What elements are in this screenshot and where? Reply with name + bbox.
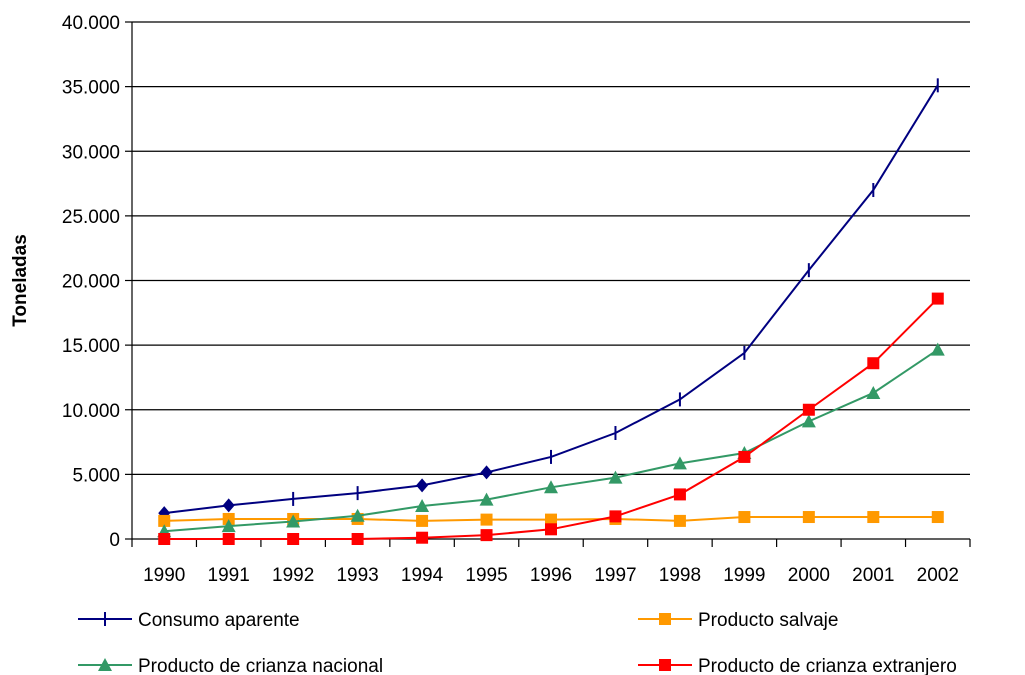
data-point	[158, 533, 171, 545]
gridlines	[132, 21, 970, 475]
data-point	[802, 511, 815, 524]
x-tick-label: 1996	[530, 565, 572, 586]
data-point	[672, 456, 687, 470]
x-axis-ticks: 1990 1991 1992 1993 1994 1995 1996 1997 1998 1999…	[131, 539, 971, 586]
series-line	[164, 84, 939, 515]
y-tick-label: 15.000	[62, 336, 120, 357]
data-point	[931, 511, 944, 524]
data-point	[545, 513, 557, 526]
data-point	[287, 533, 300, 545]
legend-label: Producto salvaje	[698, 610, 838, 631]
legend-item-1: Consumo aparente	[78, 610, 300, 631]
data-point	[416, 531, 429, 544]
y-tick-label: 5.000	[72, 465, 120, 486]
x-tick-label: 1998	[659, 565, 701, 586]
data-point	[801, 414, 816, 428]
data-point	[98, 658, 112, 671]
y-tick-label: 10.000	[62, 401, 120, 422]
x-tick-label: 2002	[917, 565, 959, 586]
data-point	[415, 499, 430, 513]
data-point	[544, 480, 558, 494]
data-point	[673, 514, 686, 527]
x-tick-label: 1997	[594, 565, 636, 586]
series-1	[158, 78, 939, 521]
data-point	[221, 519, 236, 533]
series-4	[158, 292, 944, 545]
y-tick-label: 0	[109, 530, 120, 551]
data-point	[867, 357, 880, 370]
data-point	[545, 523, 557, 536]
x-tick-label: 1992	[272, 565, 314, 586]
legend-item-3: Producto de crianza nacional	[78, 656, 383, 675]
x-tick-label: 1994	[401, 565, 444, 586]
data-point	[480, 513, 493, 526]
y-tick-label: 40.000	[62, 13, 120, 34]
data-point	[222, 533, 235, 545]
x-tick-label: 1991	[208, 565, 250, 586]
legend-label: Producto de crianza extranjero	[698, 656, 957, 675]
data-point	[673, 488, 686, 501]
data-point	[222, 512, 235, 525]
x-tick-label: 2001	[852, 565, 894, 586]
y-tick-label: 35.000	[62, 78, 120, 99]
x-tick-label: 1990	[143, 565, 185, 586]
legend-item-4: Producto de crianza extranjero	[638, 656, 957, 675]
data-point	[659, 613, 671, 625]
data-point	[867, 511, 880, 524]
data-point	[738, 450, 751, 463]
data-point	[480, 465, 493, 480]
series-line	[164, 348, 939, 533]
data-point	[866, 385, 881, 399]
legend: Consumo aparente Producto salvaje Producto…	[78, 610, 957, 675]
legend-label: Producto de crianza nacional	[138, 656, 383, 675]
data-point	[802, 403, 815, 416]
series-3	[157, 342, 945, 538]
data-point	[659, 659, 671, 671]
y-axis-ticks: 0 5.000 10.000 15.000 20.000 25.000 30.000 35.0…	[62, 13, 132, 551]
x-tick-label: 1999	[723, 565, 765, 586]
x-tick-label: 1995	[465, 565, 507, 586]
data-point	[158, 514, 171, 527]
y-axis-label: Toneladas	[10, 234, 31, 327]
y-tick-label: 30.000	[62, 142, 120, 163]
data-point	[608, 470, 623, 484]
data-point	[350, 508, 365, 522]
legend-item-2: Producto salvaje	[638, 610, 838, 631]
data-point	[416, 514, 429, 527]
data-point	[931, 292, 944, 305]
data-point	[479, 492, 494, 506]
data-point	[480, 529, 493, 542]
data-point	[609, 510, 622, 523]
data-point	[222, 498, 235, 513]
series-group	[157, 78, 945, 545]
data-point	[286, 514, 301, 528]
series-line	[164, 297, 939, 540]
x-tick-label: 1993	[336, 565, 378, 586]
legend-label: Consumo aparente	[138, 610, 300, 631]
x-tick-label: 2000	[788, 565, 830, 586]
y-tick-label: 25.000	[62, 207, 120, 228]
data-point	[351, 533, 364, 545]
data-point	[416, 478, 429, 493]
data-point	[738, 511, 751, 524]
data-point	[930, 342, 945, 356]
y-tick-label: 20.000	[62, 272, 120, 293]
